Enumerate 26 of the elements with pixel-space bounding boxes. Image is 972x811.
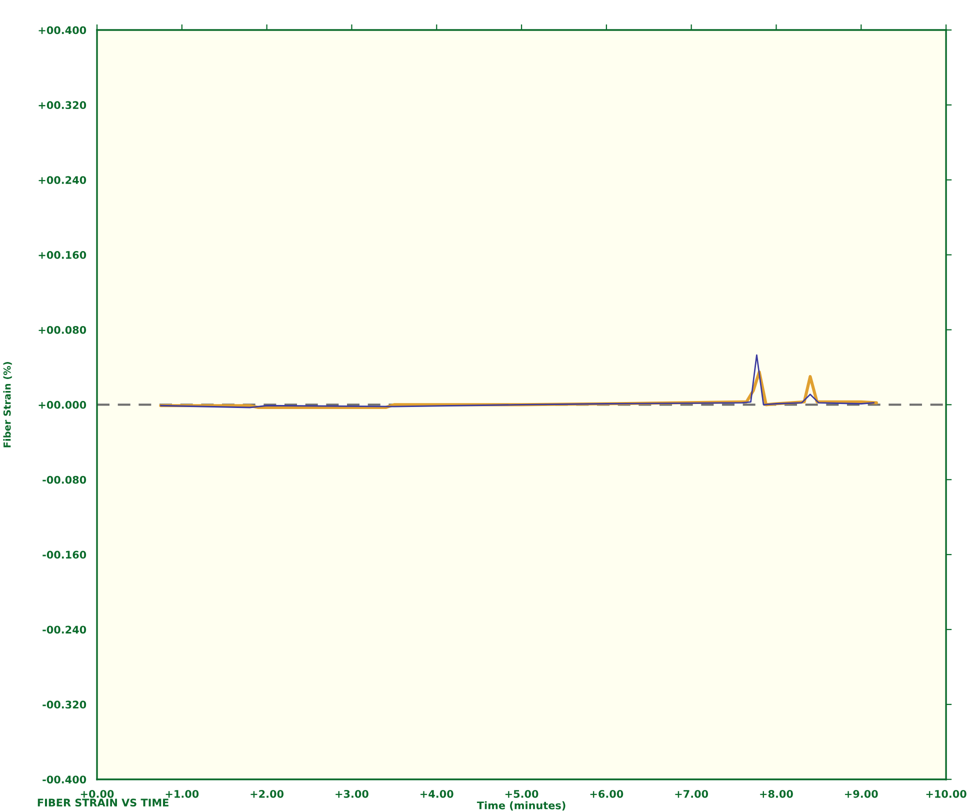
x-tick-label: +8.00 — [760, 790, 793, 798]
x-tick-label: +7.00 — [675, 790, 708, 798]
y-tick-label: +00.320 — [38, 101, 86, 110]
x-tick-label: +3.00 — [336, 790, 368, 798]
y-axis-title: Fiber Strain (%) — [3, 362, 12, 448]
y-tick-label: +00.000 — [38, 400, 86, 409]
y-tick-label: +00.080 — [38, 326, 86, 334]
y-tick-label: +00.400 — [38, 26, 86, 34]
x-tick-label: +1.00 — [166, 790, 199, 798]
x-axis-title: Time (minutes) — [476, 801, 566, 811]
y-tick-label: -00.240 — [42, 626, 86, 634]
x-tick-label: +0.00 — [80, 790, 114, 798]
line-series — [160, 354, 875, 408]
x-tick-label: +6.00 — [590, 790, 624, 798]
y-tick-label: -00.080 — [42, 476, 86, 484]
text: FIBER STRAIN VS TIME — [38, 798, 168, 807]
x-tick-label: +4.00 — [420, 790, 454, 798]
x-tick-label: +5.00 — [505, 790, 538, 798]
x-tick-label: +9.00 — [845, 790, 878, 798]
y-tick-label: -00.160 — [42, 550, 86, 559]
y-tick-label: +00.160 — [38, 251, 86, 259]
y-tick-label: -00.320 — [42, 700, 86, 709]
x-tick-label: +2.00 — [250, 790, 284, 798]
y-tick-label: +00.240 — [38, 176, 86, 184]
x-tick-label: +10.00 — [926, 790, 966, 798]
y-tick-label: -00.400 — [42, 776, 86, 784]
